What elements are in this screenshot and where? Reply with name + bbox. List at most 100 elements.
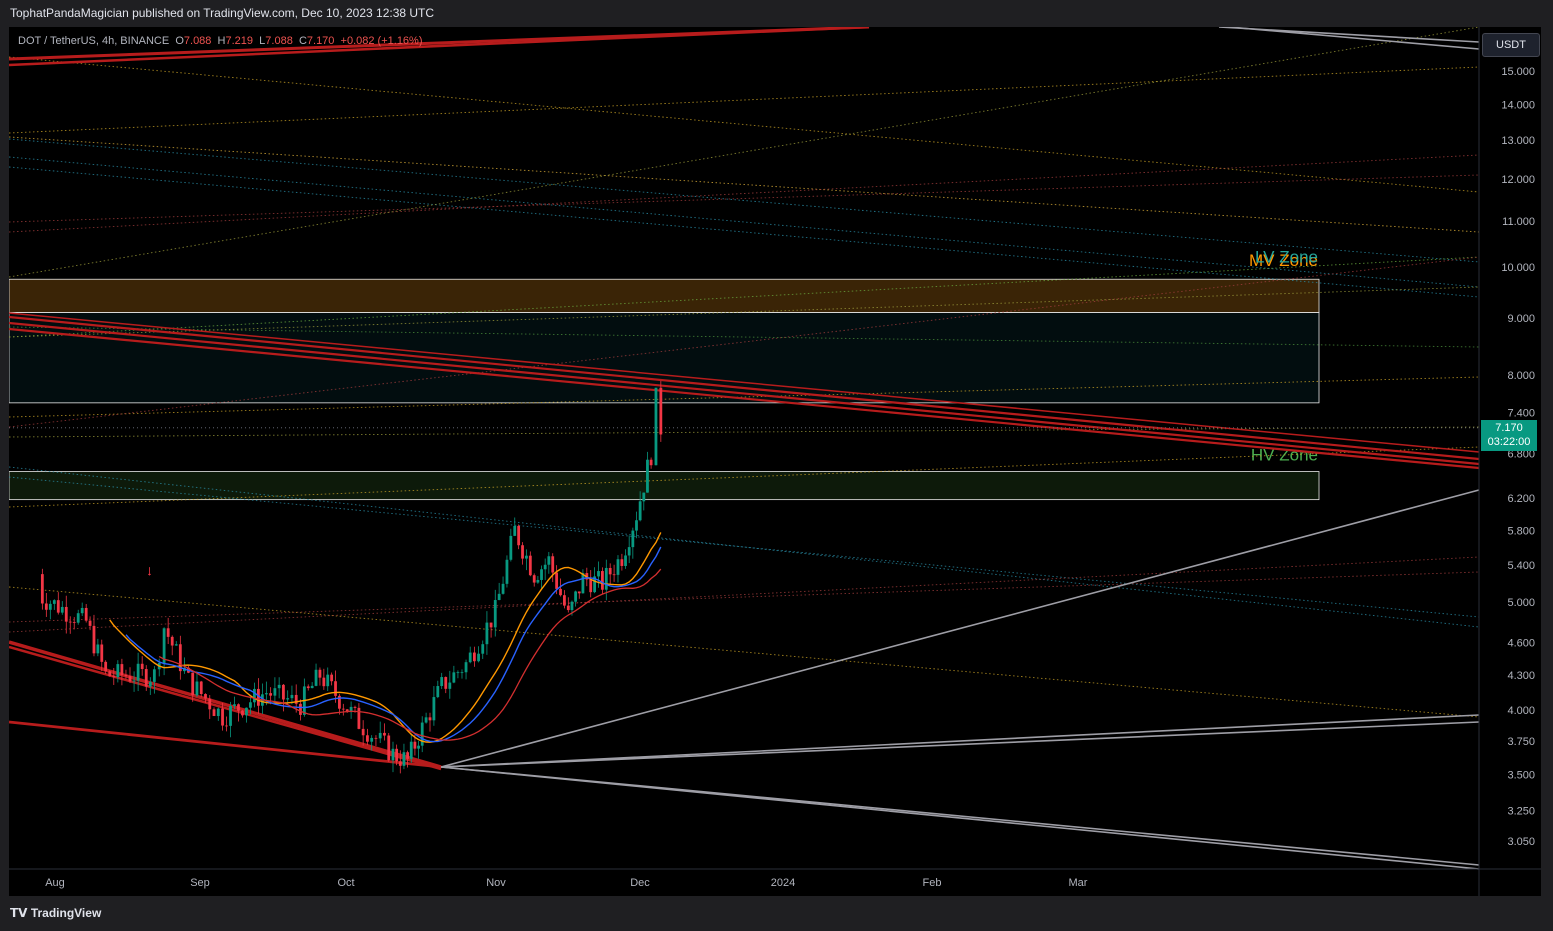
candle-body xyxy=(570,601,574,611)
zone-box xyxy=(9,471,1320,501)
fib-guide-line xyxy=(9,138,1480,263)
candle-body xyxy=(627,547,631,556)
fib-guide-line xyxy=(9,56,1480,193)
candle-body xyxy=(481,644,485,654)
candle-body xyxy=(509,535,513,560)
candle-body xyxy=(108,671,112,677)
candle-body xyxy=(589,579,593,593)
candle-body xyxy=(505,559,509,584)
y-tick-label: 7.400 xyxy=(1507,408,1535,420)
candle-body xyxy=(269,693,273,696)
publisher-credit: TophatPandaMagician published on Trading… xyxy=(10,6,435,20)
candle-body xyxy=(409,741,413,759)
candle-body xyxy=(195,681,199,696)
last-price-countdown: 03:22:00 xyxy=(1487,436,1531,448)
candle-body xyxy=(444,677,448,689)
x-tick-label: Aug xyxy=(45,877,65,889)
candle-body xyxy=(440,677,444,687)
candle-body xyxy=(620,559,624,566)
candle-body xyxy=(249,702,252,708)
candle-body xyxy=(485,622,489,645)
candle-body xyxy=(229,705,232,726)
candle-body xyxy=(452,672,456,683)
candle-body xyxy=(84,607,88,621)
candle-body xyxy=(456,672,460,674)
tradingview-logo[interactable]: 𝗧𝗩 TradingView xyxy=(10,906,101,920)
candle-body xyxy=(76,613,80,623)
candle-body xyxy=(326,674,330,687)
red-trendline xyxy=(9,315,1480,461)
y-tick-label: 4.300 xyxy=(1507,670,1535,682)
candle-body xyxy=(56,600,60,613)
candle-body xyxy=(420,722,424,746)
y-tick-label: 12.000 xyxy=(1501,174,1535,186)
candle-body xyxy=(48,603,52,610)
support-line xyxy=(440,489,1480,768)
support-line xyxy=(440,721,1480,768)
candle-body xyxy=(413,741,417,749)
candle-body xyxy=(178,644,182,672)
candle-body xyxy=(604,567,608,590)
candle-body xyxy=(468,652,472,663)
candle-body xyxy=(237,704,240,711)
y-tick-label: 10.000 xyxy=(1501,262,1535,274)
candle-body xyxy=(551,556,555,573)
candle-body xyxy=(659,387,663,435)
candle-body xyxy=(448,682,452,689)
candle-body xyxy=(225,725,228,727)
candle-body xyxy=(277,684,281,689)
candle-body xyxy=(132,680,136,682)
candle-body xyxy=(428,717,432,721)
candle-body xyxy=(497,593,501,601)
fib-guide-line xyxy=(9,174,1480,223)
candle-body xyxy=(334,681,337,696)
candle-body xyxy=(649,459,653,466)
candle-body xyxy=(330,674,334,682)
candle-body xyxy=(338,695,341,709)
y-tick-label: 6.200 xyxy=(1507,493,1535,505)
candle-body xyxy=(299,703,302,715)
fib-guide-line xyxy=(9,556,1480,633)
y-tick-label: 6.800 xyxy=(1507,448,1535,460)
x-tick-label: Dec xyxy=(630,877,650,889)
candle-body xyxy=(286,698,290,700)
candle-body xyxy=(152,669,156,682)
candle-body xyxy=(92,625,96,654)
candle-body xyxy=(472,652,476,662)
candle-body xyxy=(112,676,116,678)
candle-body xyxy=(273,688,277,696)
candle-body xyxy=(616,559,620,575)
candle-body xyxy=(44,603,48,610)
candle-body xyxy=(349,706,353,713)
x-tick-label: 2024 xyxy=(771,877,795,889)
zone-box xyxy=(9,312,1320,404)
candle-body xyxy=(100,644,104,662)
candle-body xyxy=(543,564,547,570)
fib-guide-line xyxy=(9,27,1480,278)
last-price-value: 7.170 xyxy=(1495,422,1523,434)
candle-body xyxy=(612,574,616,576)
candle-body xyxy=(80,607,84,614)
candle-body xyxy=(282,684,285,700)
candle-body xyxy=(204,694,207,699)
last-price-tag: 7.170 03:22:00 xyxy=(1481,420,1537,451)
candle-body xyxy=(432,697,436,721)
legend-open: 7.088 xyxy=(183,35,212,47)
candle-body xyxy=(654,387,658,466)
currency-button[interactable]: USDT xyxy=(1482,33,1540,57)
fib-guide-line xyxy=(9,256,1480,428)
y-tick-label: 8.000 xyxy=(1507,370,1535,382)
candle-body xyxy=(624,555,627,566)
candle-body xyxy=(72,622,76,623)
candle-body xyxy=(387,735,391,761)
red-trendline xyxy=(9,640,442,769)
candle-body xyxy=(208,698,212,710)
zone-label: LV Zone xyxy=(1255,248,1318,267)
candle-body xyxy=(140,663,144,670)
fib-guide-line xyxy=(9,256,1480,338)
candle-body xyxy=(638,501,642,521)
candle-body xyxy=(540,569,543,580)
legend-symbol: DOT / TetherUS, 4h, BINANCE xyxy=(18,35,170,47)
